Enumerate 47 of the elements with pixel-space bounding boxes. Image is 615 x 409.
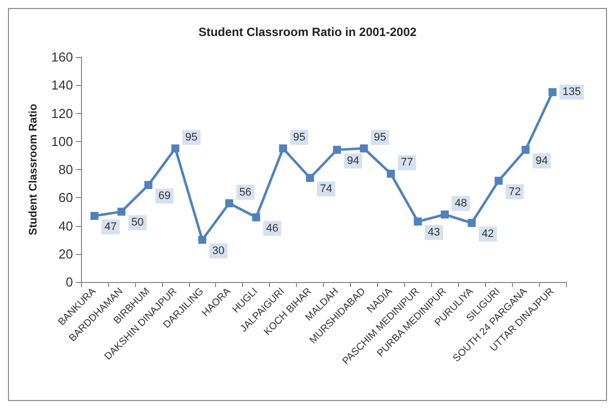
data-label: 69 (158, 190, 171, 202)
point (144, 180, 152, 189)
data-label: 95 (374, 131, 386, 144)
point (440, 210, 449, 218)
point (306, 174, 314, 182)
point (279, 144, 288, 152)
point (90, 212, 98, 220)
y-tick-label: 140 (51, 78, 73, 93)
data-label: 95 (185, 131, 198, 144)
data-label: 135 (562, 86, 581, 98)
point (494, 176, 503, 185)
point (198, 236, 206, 244)
y-tick-label: 0 (66, 274, 73, 290)
point (332, 146, 341, 154)
data-label: 47 (104, 220, 117, 233)
data-label: 30 (212, 244, 224, 257)
y-tick-label: 120 (51, 106, 73, 121)
data-label: 56 (239, 186, 252, 198)
y-axis-title: Student Classroom Ratio (28, 104, 40, 236)
point (414, 218, 422, 226)
data-label: 94 (346, 154, 360, 167)
point (360, 144, 368, 152)
y-tick-label: 80 (58, 162, 73, 177)
data-label: 94 (536, 154, 548, 167)
data-label: 46 (266, 222, 278, 234)
chart-title: Student Classroom Ratio in 2001-2002 (198, 25, 417, 39)
data-label: 74 (320, 182, 332, 195)
data-label: 50 (131, 216, 144, 229)
point (522, 146, 530, 154)
point (468, 218, 476, 227)
point (386, 170, 395, 178)
y-tick-label: 20 (58, 246, 73, 262)
point (225, 199, 234, 208)
y-tick-label: 160 (51, 50, 73, 64)
y-tick-label: 100 (51, 134, 73, 149)
point (171, 144, 180, 152)
point (252, 213, 260, 222)
data-label: 43 (428, 226, 440, 239)
y-tick-label: 60 (58, 190, 73, 206)
data-label: 48 (454, 198, 467, 210)
data-label: 72 (508, 186, 521, 198)
data-label: 42 (482, 228, 494, 240)
data-label: 95 (293, 131, 306, 144)
point (548, 88, 557, 96)
y-tick-label: 40 (58, 218, 73, 234)
data-label: 77 (400, 156, 414, 169)
point (117, 208, 126, 216)
